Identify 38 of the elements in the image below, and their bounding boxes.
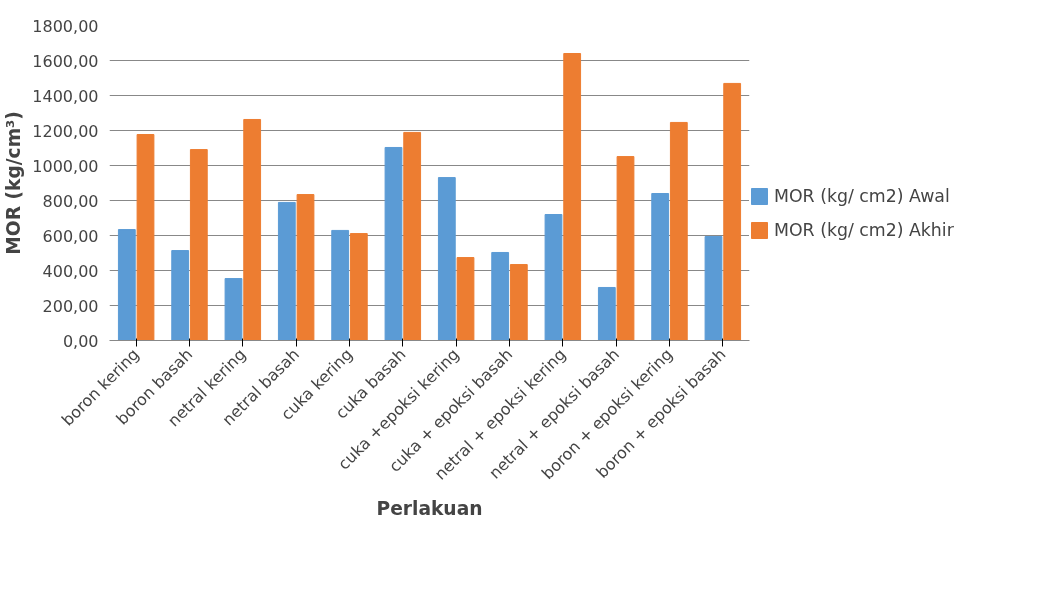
bar <box>331 229 350 341</box>
bar <box>243 118 262 341</box>
bar <box>171 250 190 341</box>
y-tick-label: 400,00 <box>42 261 99 281</box>
legend-label: MOR (kg/ cm2) Akhir <box>774 220 954 240</box>
bar <box>189 149 208 341</box>
bar <box>509 264 528 341</box>
bar <box>616 156 635 341</box>
y-tick-label: 600,00 <box>42 226 99 246</box>
bar <box>437 177 456 341</box>
y-tick-label: 1200,00 <box>32 121 99 141</box>
bar <box>491 251 510 341</box>
bar <box>597 286 616 341</box>
y-tick-label: 1000,00 <box>32 156 99 176</box>
y-axis-title: MOR (kg/cm³) <box>3 111 25 255</box>
y-tick-label: 200,00 <box>42 296 99 316</box>
y-tick-label: 0,00 <box>62 331 99 351</box>
y-tick-label: 1600,00 <box>32 51 99 71</box>
bar <box>544 214 563 341</box>
bar <box>403 131 422 341</box>
bar <box>669 121 688 341</box>
bar <box>651 193 670 341</box>
y-tick-label: 1800,00 <box>32 16 99 36</box>
bar <box>563 53 582 341</box>
legend-label: MOR (kg/ cm2) Awal <box>774 186 950 206</box>
bar <box>704 236 723 341</box>
bar <box>296 194 315 341</box>
y-tick-label: 1400,00 <box>32 86 99 106</box>
bar <box>456 257 475 341</box>
x-axis-title: Perlakuan <box>376 498 483 520</box>
bar <box>277 201 296 341</box>
bar <box>384 146 403 341</box>
y-tick-label: 800,00 <box>42 191 99 211</box>
bar <box>117 229 136 341</box>
bar <box>349 233 368 341</box>
bar <box>723 82 742 341</box>
bar <box>224 278 243 341</box>
bar <box>136 134 155 341</box>
